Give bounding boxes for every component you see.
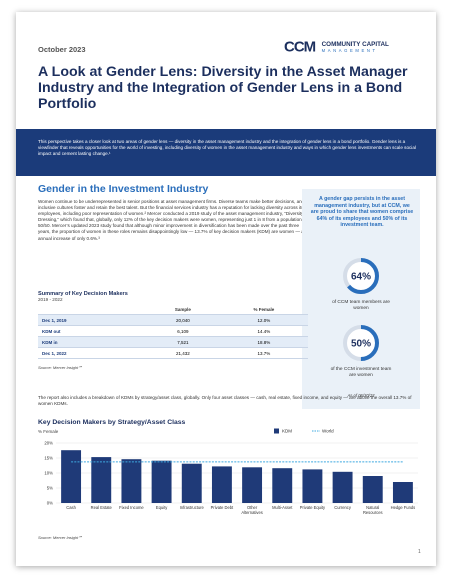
table-subtitle: 2019 - 2022 — [38, 297, 63, 302]
table-cell: 6,109 — [146, 325, 220, 337]
table-cell: Dec 1, 2019 — [38, 314, 146, 326]
bar — [121, 459, 142, 503]
y-tick-label: 15% — [44, 456, 53, 461]
table-cell: 20,040 — [146, 314, 220, 326]
paragraph: The report also includes a breakdown of … — [38, 395, 412, 407]
table-cell: 12.0% — [219, 314, 308, 326]
chart-svg: Key Decision Makers by Strategy/Asset Cl… — [38, 419, 418, 506]
legend-label: World — [322, 429, 334, 434]
logo-name: COMMUNITY CAPITAL — [321, 40, 389, 48]
date: October 2023 — [38, 45, 86, 54]
stat-value: 50% — [351, 339, 371, 350]
y-tick-label: 20% — [44, 441, 53, 446]
table-cell: Dec 1, 2022 — [38, 347, 146, 359]
bar — [151, 460, 172, 503]
y-tick-label: 0% — [47, 501, 53, 506]
logo: CCM COMMUNITY CAPITAL MANAGEMENT — [284, 38, 389, 56]
x-tick-label: Real Estate — [90, 505, 112, 510]
header-cell: Sample — [146, 304, 220, 315]
section-heading: Gender in the Investment Industry — [38, 183, 209, 195]
x-tick-label: Private Debt — [210, 505, 234, 510]
stat-value: 64% — [351, 272, 371, 283]
bar — [302, 469, 323, 503]
x-tick-label: Cash — [66, 505, 76, 510]
stat-caption: of CCM team members are women — [332, 300, 390, 311]
bar — [61, 450, 82, 503]
chart-title: Key Decision Makers by Strategy/Asset Cl… — [38, 419, 186, 426]
x-tick-label: Multi-Asset — [272, 505, 293, 510]
paragraph: Women continue to be underrepresented in… — [38, 199, 307, 241]
intro: This perspective takes a closer look at … — [38, 139, 416, 157]
intro-band — [16, 129, 436, 176]
bar — [392, 482, 413, 503]
table-cell: 7,521 — [146, 336, 220, 348]
source: Source: Mercer Insight℠ — [38, 365, 83, 370]
table-row: KDM in 7,521 18.8% — [38, 336, 308, 348]
donut-arc — [343, 325, 379, 361]
donut: 50% — [343, 325, 379, 361]
title: A Look at Gender Lens: Diversity in the … — [38, 64, 408, 112]
y-tick-label: 10% — [44, 471, 53, 476]
table-cell: KDM in — [38, 336, 146, 348]
y-axis-label: % Female — [38, 429, 59, 434]
stat-caption: of the CCM investment team are women — [330, 367, 392, 378]
bar — [211, 466, 232, 503]
source: Source: Mercer Insight℠ — [38, 535, 83, 540]
bar — [91, 457, 112, 503]
table: Sample% Female Dec 1, 2019 20,040 12.0% KDM… — [38, 304, 308, 359]
table-cell: KDM out — [38, 325, 146, 337]
chart: Key Decision Makers by Strategy/Asset Cl… — [32, 415, 422, 550]
x-tick-label: Other Alternatives — [241, 505, 263, 515]
bar — [181, 463, 202, 503]
header-row: Sample% Female — [38, 304, 308, 315]
x-tick-label: Hedge Funds — [390, 505, 416, 510]
table-title: Summary of Key Decision Makers — [38, 291, 128, 297]
table-cell: 13.7% — [219, 347, 308, 359]
logo-sub: MANAGEMENT — [321, 47, 378, 53]
page: October 2023 CCM COMMUNITY CAPITAL MANAG… — [16, 12, 436, 566]
header-cell — [38, 304, 146, 315]
x-tick-label: Currency — [334, 505, 351, 510]
legend-label: KDM — [282, 429, 292, 434]
donut-arc — [343, 258, 379, 294]
x-tick-label: Private Equity — [299, 505, 326, 510]
y-tick-label: 5% — [47, 486, 53, 491]
bar — [332, 471, 353, 503]
table-cell: 21,432 — [146, 347, 220, 359]
table-block: Summary of Key Decision Makers 2019 - 20… — [38, 291, 308, 370]
callout: A gender gap persists in the asset manag… — [310, 196, 414, 229]
sidebar: A gender gap persists in the asset manag… — [302, 189, 420, 409]
bar — [242, 467, 263, 503]
legend-swatch — [274, 428, 279, 434]
bar — [272, 468, 293, 503]
page-number: 1 — [418, 549, 421, 555]
table-row: Dec 1, 2022 21,432 13.7% — [38, 347, 308, 359]
x-tick-label: Natural Resources — [362, 505, 383, 515]
table-row: Dec 1, 2019 20,040 12.0% — [38, 314, 308, 326]
logo-mark: CCM — [284, 38, 316, 56]
table-row: KDM out 6,109 14.4% — [38, 325, 308, 337]
x-tick-label: Equity — [155, 505, 168, 510]
x-tick-label: Fixed Income — [119, 505, 144, 510]
table-cell: 18.8% — [219, 336, 308, 348]
table-cell: 14.4% — [219, 325, 308, 337]
donut: 64% — [343, 258, 379, 294]
header-cell: % Female — [219, 304, 308, 315]
as-of: As of 06/30/23 — [347, 393, 375, 398]
bar — [362, 476, 383, 503]
x-tick-label: Infrastructure — [179, 505, 204, 510]
